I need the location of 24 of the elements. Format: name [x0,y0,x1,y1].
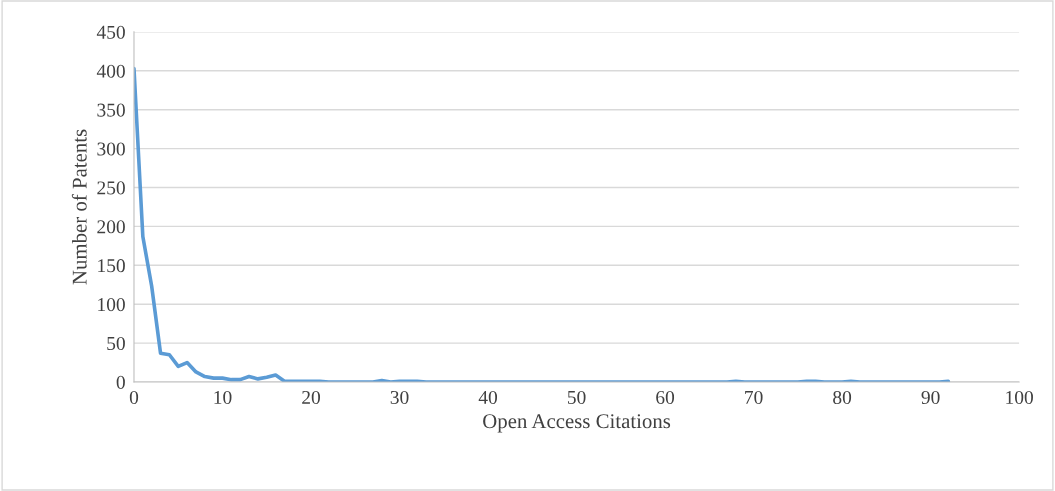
x-tick-label: 70 [745,390,763,405]
x-tick-label: 50 [567,390,586,405]
x-tick-label: 0 [129,390,139,405]
line-series [133,66,951,382]
x-tick-label: 30 [390,390,409,405]
y-tick-label: 200 [97,220,125,234]
x-tick-label: 60 [656,390,675,405]
y-tick-label: 0 [116,375,125,389]
y-axis-title: Number of Patents [71,129,87,285]
x-axis-title: Open Access Citations [483,414,671,433]
y-tick-label: 250 [97,181,125,195]
y-tick-label: 300 [97,142,125,156]
x-tick-label: 40 [478,390,498,405]
y-tick-label: 400 [96,64,125,78]
x-tick-label: 100 [1006,390,1033,405]
x-tick-label: 20 [302,390,320,405]
y-tick-label: 350 [97,103,125,117]
y-tick-label: 100 [98,298,125,312]
y-tick-label: 450 [96,25,125,39]
x-tick-label: 10 [214,390,232,405]
x-tick-label: 90 [921,390,940,405]
y-tick-label: 150 [98,259,125,273]
x-tick-label: 80 [833,390,852,405]
y-tick-label: 50 [107,336,125,351]
